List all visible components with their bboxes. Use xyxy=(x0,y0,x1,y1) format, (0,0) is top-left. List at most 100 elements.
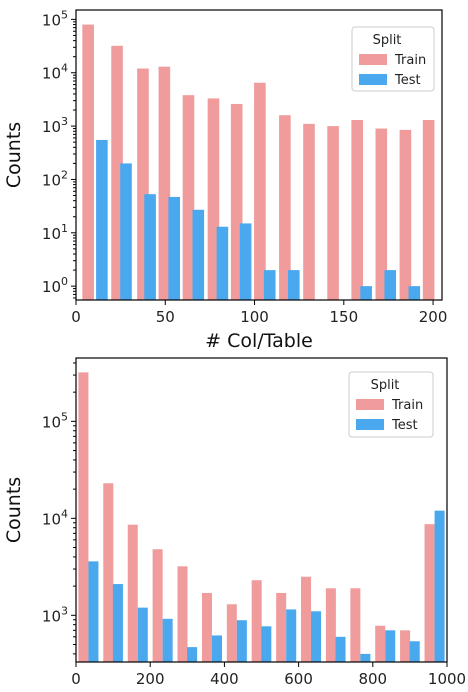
bar-train-10 xyxy=(303,123,315,300)
bar-train-5 xyxy=(182,95,195,300)
y-tick-label: 105 xyxy=(42,8,68,29)
plot-frame xyxy=(75,357,448,663)
bar-train-12 xyxy=(350,588,361,662)
y-tick-label: 103 xyxy=(42,604,68,625)
legend-swatch-test xyxy=(356,419,384,430)
series-train xyxy=(78,372,435,662)
y-tick-label: 103 xyxy=(42,115,68,136)
x-tick-label: 200 xyxy=(419,308,448,326)
bar-test-15 xyxy=(434,510,445,662)
bar-train-7 xyxy=(226,604,237,662)
legend: Split Train Test xyxy=(351,26,435,92)
y-tick-label: 100 xyxy=(42,275,68,296)
legend-swatch-test xyxy=(359,74,387,85)
y-tick-label: 104 xyxy=(42,507,68,528)
bar-train-9 xyxy=(279,115,291,301)
bar-test-8 xyxy=(261,626,272,662)
bar-train-7 xyxy=(230,103,243,301)
plot-frame xyxy=(75,9,443,301)
legend-label-test: Test xyxy=(391,418,418,433)
y-tick-label: 101 xyxy=(42,222,68,243)
bar-test-9 xyxy=(286,609,297,662)
bar-test-7 xyxy=(239,223,252,300)
x-tick-label: 400 xyxy=(210,670,239,688)
series-test xyxy=(96,139,421,300)
bar-train-5 xyxy=(177,566,188,662)
bar-train-1 xyxy=(78,372,89,662)
bar-train-3 xyxy=(137,68,149,301)
series-test xyxy=(88,510,445,662)
bar-test-2 xyxy=(120,163,132,300)
x-tick-label: 1000 xyxy=(428,670,466,688)
bar-train-8 xyxy=(251,580,262,662)
bar-train-15 xyxy=(422,120,435,301)
bar-test-8 xyxy=(263,270,276,300)
bar-test-3 xyxy=(137,607,148,662)
series-train xyxy=(82,24,435,301)
bar-train-2 xyxy=(103,483,114,662)
legend-title: Split xyxy=(373,33,402,48)
x-tick-label: 100 xyxy=(240,308,269,326)
x-tick-label: 0 xyxy=(71,308,81,326)
bar-train-11 xyxy=(325,588,336,662)
y-tick-label: 104 xyxy=(42,62,68,83)
bar-test-9 xyxy=(288,270,300,300)
bar-train-2 xyxy=(111,45,123,300)
bar-test-13 xyxy=(385,630,396,662)
bar-test-5 xyxy=(187,647,198,662)
bar-test-1 xyxy=(96,139,108,300)
bar-train-13 xyxy=(375,625,386,662)
bar-test-14 xyxy=(409,641,420,662)
bar-train-8 xyxy=(254,82,266,300)
bar-train-6 xyxy=(201,592,212,662)
bar-train-4 xyxy=(158,66,171,300)
bar-train-15 xyxy=(424,524,435,662)
y-tick-label: 102 xyxy=(42,168,68,189)
bar-test-11 xyxy=(335,636,346,662)
legend-label-test: Test xyxy=(394,73,421,88)
bar-test-1 xyxy=(88,561,99,662)
bar-train-12 xyxy=(351,120,363,301)
x-tick-label: 0 xyxy=(71,670,81,688)
bar-test-7 xyxy=(236,620,247,662)
x-tick-label: 50 xyxy=(156,308,175,326)
bar-train-14 xyxy=(399,129,412,300)
bar-test-6 xyxy=(211,635,222,662)
bar-test-4 xyxy=(162,618,173,662)
legend-label-train: Train xyxy=(391,398,423,413)
bar-train-1 xyxy=(82,24,94,301)
bar-test-10 xyxy=(311,611,322,662)
legend-label-train: Train xyxy=(394,53,426,68)
y-axis-label: Counts xyxy=(3,477,25,543)
bar-test-2 xyxy=(112,584,123,662)
legend-swatch-train xyxy=(356,399,384,410)
bar-test-4 xyxy=(168,196,180,300)
bar-train-9 xyxy=(276,592,287,662)
bar-train-14 xyxy=(400,630,411,662)
bar-test-3 xyxy=(144,194,156,300)
legend-title: Split xyxy=(371,378,400,393)
bar-test-5 xyxy=(192,209,205,300)
bar-train-11 xyxy=(327,126,339,300)
x-axis-label: # Col/Table xyxy=(205,330,313,352)
bar-train-3 xyxy=(127,524,138,662)
bar-test-13 xyxy=(384,270,397,300)
legend: Split Train Test xyxy=(348,371,434,438)
bar-test-6 xyxy=(216,226,229,300)
legend-swatch-train xyxy=(359,54,387,65)
y-axis-label: Counts xyxy=(3,122,25,188)
x-tick-label: 800 xyxy=(358,670,387,688)
x-tick-label: 600 xyxy=(284,670,313,688)
y-tick-label: 105 xyxy=(42,410,68,431)
bar-test-12 xyxy=(360,653,371,662)
bar-train-13 xyxy=(375,128,388,300)
x-tick-label: 150 xyxy=(329,308,358,326)
bar-test-14 xyxy=(408,286,421,300)
bar-train-6 xyxy=(207,98,220,301)
chart-panel-1: 0 50 100 150 200 100 101 102 103 104 105 # Col/Tabl… xyxy=(3,8,447,352)
x-tick-label: 200 xyxy=(136,670,165,688)
bar-train-10 xyxy=(301,576,312,662)
bar-train-4 xyxy=(152,549,163,662)
